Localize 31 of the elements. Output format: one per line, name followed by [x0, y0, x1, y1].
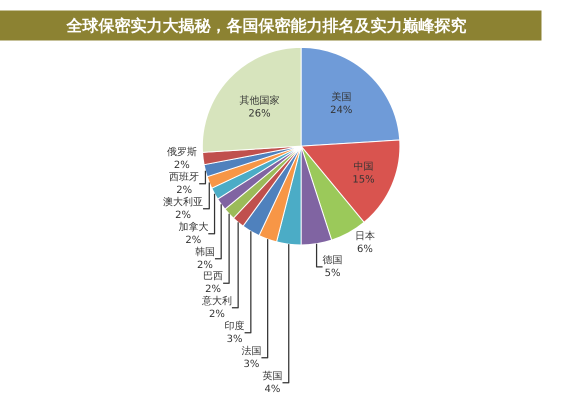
data-label: 15%: [352, 174, 375, 186]
slice-label: 中国: [353, 160, 374, 173]
data-label: 5%: [324, 268, 341, 279]
slice-label: 澳大利亚: [163, 196, 204, 208]
data-label: 2%: [176, 185, 192, 196]
data-label: 3%: [243, 359, 260, 370]
slice-label: 西班牙: [169, 171, 200, 184]
slice-label: 巴西: [203, 271, 224, 282]
data-label: 2%: [175, 210, 191, 222]
slice-label: 加拿大: [178, 221, 208, 234]
data-label: 2%: [174, 160, 190, 172]
slice-label: 日本: [354, 230, 375, 242]
data-label: 26%: [248, 108, 271, 120]
slice-label: 法国: [241, 345, 262, 358]
slice-label: 美国: [331, 90, 352, 103]
data-label: 2%: [185, 235, 202, 246]
data-label: 2%: [205, 284, 222, 296]
slice-label: 德国: [322, 254, 343, 266]
data-label: 24%: [330, 104, 352, 116]
slice-label: 英国: [262, 370, 282, 382]
slice-label: 意大利: [200, 295, 232, 308]
data-label: 2%: [208, 309, 225, 320]
slice-label: 其他国家: [239, 94, 280, 107]
slice-label: 韩国: [194, 246, 215, 258]
chart-title: 全球保密实力大揭秘，各国保密能力排名及实力巅峰探究: [66, 16, 466, 35]
data-label: 3%: [226, 334, 243, 346]
data-label: 4%: [264, 384, 280, 396]
data-label: 2%: [197, 260, 213, 272]
slice-label: 俄罗斯: [166, 146, 197, 158]
data-label: 6%: [357, 244, 373, 255]
slice-label: 印度: [224, 320, 245, 332]
